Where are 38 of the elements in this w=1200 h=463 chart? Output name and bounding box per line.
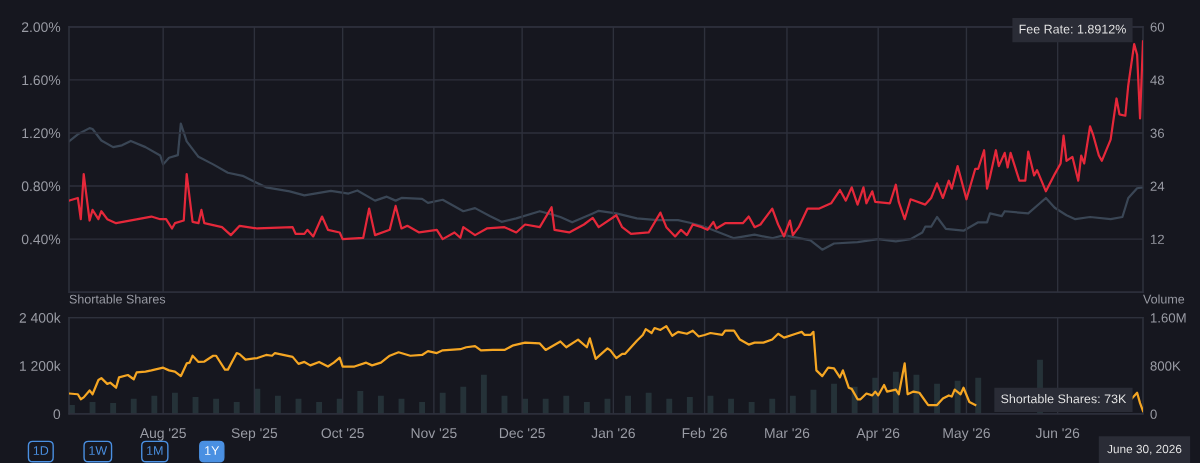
line-series <box>69 40 1143 241</box>
y2-tick-label: 24 <box>1150 181 1165 191</box>
x-tick-label: Apr '26 <box>856 428 900 441</box>
y-tick-label: 1.20% <box>22 128 61 139</box>
y2-tick-label: 0 <box>1150 409 1157 419</box>
text: 1Y <box>205 446 220 455</box>
x-tick-label: Jun '26 <box>1035 428 1080 439</box>
y2-tick-label: 36 <box>1150 128 1165 138</box>
y2-tick-label: 1.60M <box>1150 313 1186 323</box>
y2-tick-label: 48 <box>1150 75 1165 85</box>
y-tick-label: 1.60% <box>22 75 61 86</box>
text: 1D <box>33 446 49 455</box>
annotation: Fee Rate: 1.8912% <box>1019 24 1126 34</box>
y2-axis-title: Volume <box>1143 294 1185 304</box>
x-axis-title: June 30, 2026 <box>1107 444 1182 455</box>
x-tick-label: Oct '25 <box>321 428 364 439</box>
x-tick-label: Mar '26 <box>765 428 810 439</box>
text: 1M <box>147 446 163 455</box>
x-tick-label: Dec '25 <box>499 428 545 439</box>
line-series <box>69 122 1143 251</box>
annotation: Shortable Shares: 73K <box>1001 394 1127 404</box>
y-axis-title: Shortable Shares <box>69 294 166 304</box>
x-tick-label: Feb '26 <box>682 427 727 439</box>
y2-tick-label: 12 <box>1150 234 1164 244</box>
y-tick-label: 0 <box>53 409 61 420</box>
y-tick-label: 1 200k <box>20 360 61 371</box>
y-tick-label: 2 400k <box>19 312 61 323</box>
text: 1W <box>89 446 108 455</box>
x-tick-label: Jan '26 <box>591 428 635 439</box>
x-tick-label: Nov '25 <box>411 428 457 439</box>
x-tick-label: Aug '25 <box>139 428 186 441</box>
y2-tick-label: 60 <box>1150 22 1165 32</box>
y-tick-label: 0.80% <box>21 181 61 192</box>
x-tick-label: Sep '25 <box>231 428 278 441</box>
y-tick-label: 0.40% <box>21 234 61 245</box>
y2-tick-label: 800K <box>1150 361 1181 371</box>
y-tick-label: 2.00% <box>21 22 61 33</box>
x-tick-label: May '26 <box>943 428 990 441</box>
